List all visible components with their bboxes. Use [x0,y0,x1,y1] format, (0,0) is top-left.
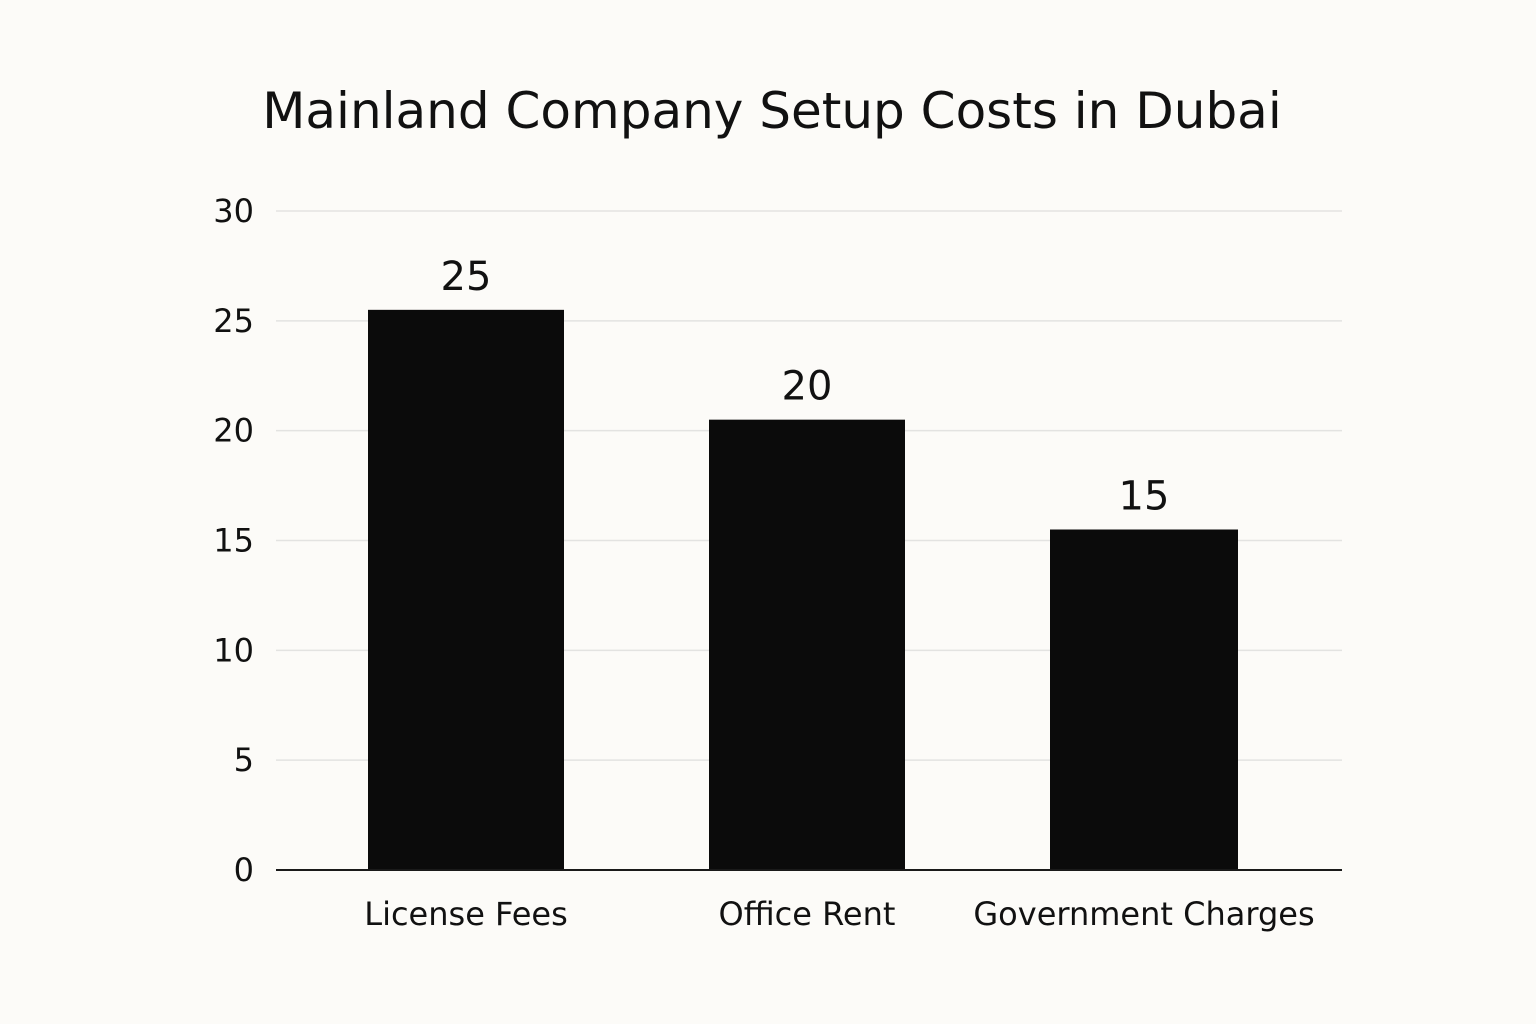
chart-title: Mainland Company Setup Costs in Dubai [262,82,1281,140]
y-tick-label: 30 [213,192,254,230]
y-tick-label: 20 [213,412,254,450]
y-tick-label: 25 [213,302,254,340]
y-tick-label: 0 [234,851,254,889]
value-labels: 25 20 15 [441,254,1170,520]
y-tick-label: 10 [213,631,254,669]
y-axis-tick-labels: 0 5 10 15 20 25 30 [213,192,254,889]
bars [368,309,1238,870]
bar-value-label: 25 [441,254,492,300]
x-category-label: License Fees [364,895,568,933]
x-category-label: Office Rent [719,895,896,933]
bar-value-label: 20 [782,364,833,410]
bar [709,419,905,870]
bar-value-label: 15 [1119,474,1170,520]
y-tick-label: 15 [213,522,254,560]
bar [368,309,564,870]
x-axis-category-labels: License Fees Office Rent Government Charge… [364,895,1314,933]
y-tick-label: 5 [234,741,254,779]
bar [1050,529,1238,870]
x-category-label: Government Charges [973,895,1314,933]
